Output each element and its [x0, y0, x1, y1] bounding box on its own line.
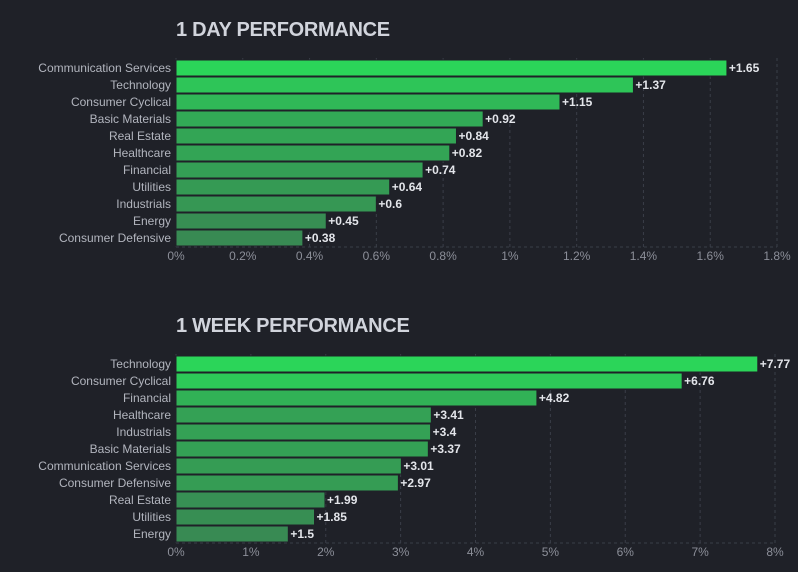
category-label: Energy: [133, 527, 171, 541]
category-label: Communication Services: [38, 61, 171, 75]
category-label: Real Estate: [109, 493, 171, 507]
bar[interactable]: [175, 491, 326, 509]
category-label: Basic Materials: [90, 442, 171, 456]
category-label: Consumer Defensive: [59, 231, 171, 245]
x-tick-label: 1.2%: [563, 249, 591, 263]
x-tick-label: 5%: [542, 545, 560, 559]
x-tick-label: 1%: [242, 545, 260, 559]
x-tick-label: 4%: [467, 545, 485, 559]
x-tick-label: 8%: [766, 545, 784, 559]
category-label: Consumer Cyclical: [71, 95, 171, 109]
value-label: +6.76: [684, 374, 715, 388]
bar[interactable]: [175, 423, 432, 441]
value-label: +0.82: [452, 146, 483, 160]
value-label: +1.99: [327, 493, 358, 507]
bars: Technology +7.77 Consumer Cyclical +6.76 Fin…: [38, 355, 791, 543]
bar[interactable]: [175, 212, 327, 230]
bar[interactable]: [175, 178, 391, 196]
x-tick-label: 0%: [167, 545, 185, 559]
category-label: Consumer Defensive: [59, 476, 171, 490]
value-label: +0.74: [425, 163, 456, 177]
value-label: +0.84: [458, 129, 489, 143]
value-label: +0.38: [305, 231, 336, 245]
category-label: Real Estate: [109, 129, 171, 143]
category-label: Industrials: [116, 425, 171, 439]
category-label: Basic Materials: [90, 112, 171, 126]
x-tick-label: 1.6%: [697, 249, 725, 263]
value-label: +0.92: [485, 112, 516, 126]
x-tick-label: 0%: [167, 249, 185, 263]
value-label: +7.77: [760, 357, 791, 371]
bar[interactable]: [175, 127, 457, 145]
category-label: Healthcare: [113, 146, 171, 160]
value-label: +1.37: [635, 78, 666, 92]
bar[interactable]: [175, 59, 728, 77]
bar[interactable]: [175, 161, 424, 179]
value-label: +0.64: [392, 180, 423, 194]
bar[interactable]: [175, 389, 538, 407]
value-label: +3.01: [403, 459, 434, 473]
bar[interactable]: [175, 508, 316, 526]
value-label: +3.4: [433, 425, 457, 439]
category-label: Utilities: [132, 180, 171, 194]
bar[interactable]: [175, 355, 759, 373]
value-label: +2.97: [400, 476, 431, 490]
x-tick-label: 0.6%: [363, 249, 391, 263]
x-tick-label: 7%: [691, 545, 709, 559]
x-tick-label: 3%: [392, 545, 410, 559]
value-label: +0.6: [378, 197, 402, 211]
bar[interactable]: [175, 525, 289, 543]
x-axis-ticks: 0% 0.2% 0.4% 0.6% 0.8% 1% 1.2% 1.4% 1.6% 1.8%: [167, 249, 791, 263]
x-tick-label: 1%: [501, 249, 519, 263]
x-tick-label: 1.8%: [763, 249, 791, 263]
value-label: +3.41: [433, 408, 464, 422]
x-tick-label: 1.4%: [630, 249, 658, 263]
value-label: +0.45: [328, 214, 359, 228]
bar[interactable]: [175, 144, 451, 162]
x-axis-ticks: 0% 1% 2% 3% 4% 5% 6% 7% 8%: [167, 545, 784, 559]
category-label: Consumer Cyclical: [71, 374, 171, 388]
category-label: Technology: [110, 78, 171, 92]
x-tick-label: 0.2%: [229, 249, 257, 263]
category-label: Energy: [133, 214, 171, 228]
x-tick-label: 0.4%: [296, 249, 324, 263]
bar[interactable]: [175, 195, 377, 213]
category-label: Utilities: [132, 510, 171, 524]
bars: Communication Services +1.65 Technology +1.…: [38, 59, 760, 247]
value-label: +3.37: [430, 442, 461, 456]
x-tick-label: 2%: [317, 545, 335, 559]
chart-panel-2: 1 WEEK PERFORMANCE 0% 1% 2% 3% 4% 5% 6% 7% 8% Tech…: [38, 315, 790, 559]
bar[interactable]: [175, 372, 683, 390]
bar[interactable]: [175, 110, 484, 128]
category-label: Financial: [123, 163, 171, 177]
x-tick-label: 0.8%: [429, 249, 457, 263]
value-label: +4.82: [539, 391, 570, 405]
chart-panel-1: 1 DAY PERFORMANCE 0% 0.2% 0.4% 0.6% 0.8% 1% 1.2…: [38, 19, 791, 263]
value-label: +1.65: [729, 61, 760, 75]
value-label: +1.5: [290, 527, 314, 541]
bar[interactable]: [175, 440, 429, 458]
category-label: Communication Services: [38, 459, 171, 473]
bar[interactable]: [175, 93, 561, 111]
bar[interactable]: [175, 76, 634, 94]
category-label: Financial: [123, 391, 171, 405]
bar[interactable]: [175, 474, 399, 492]
x-tick-label: 6%: [617, 545, 635, 559]
category-label: Healthcare: [113, 408, 171, 422]
category-label: Technology: [110, 357, 171, 371]
chart-title: 1 DAY PERFORMANCE: [176, 19, 390, 41]
bar[interactable]: [175, 406, 432, 424]
bar[interactable]: [175, 229, 304, 247]
value-label: +1.85: [317, 510, 348, 524]
value-label: +1.15: [562, 95, 593, 109]
chart-title: 1 WEEK PERFORMANCE: [176, 315, 410, 337]
bar[interactable]: [175, 457, 402, 475]
category-label: Industrials: [116, 197, 171, 211]
